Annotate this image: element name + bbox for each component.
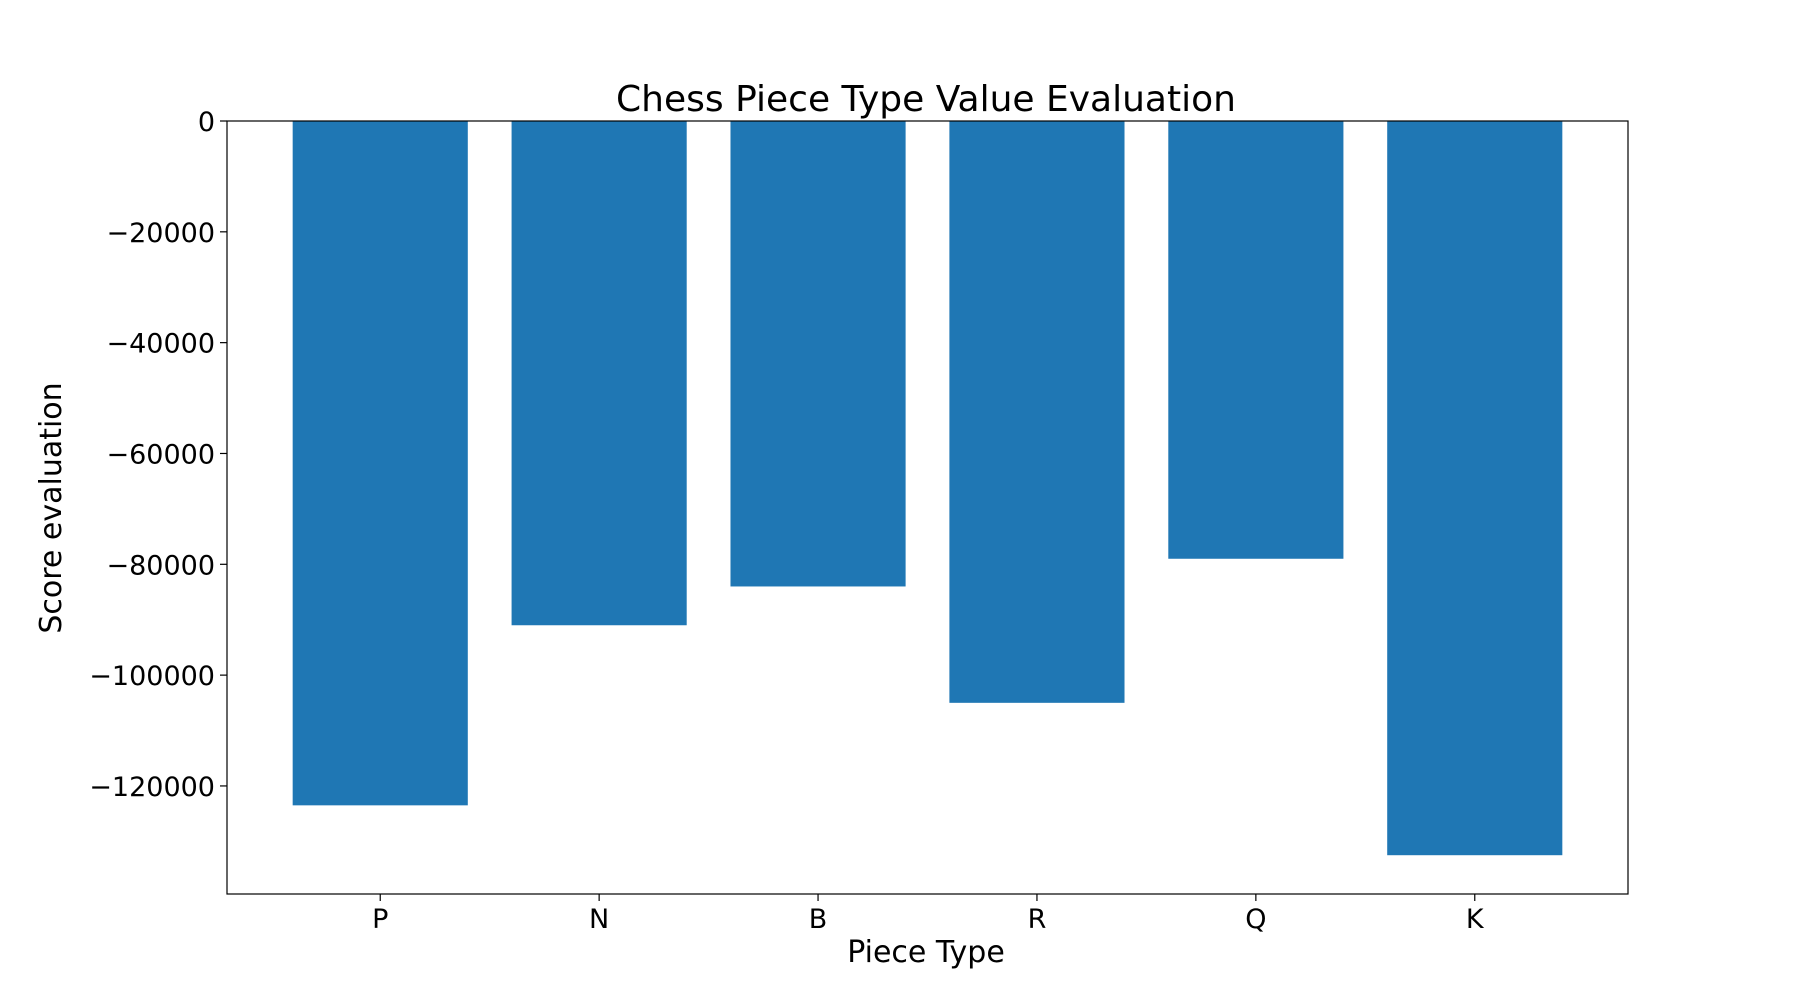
- y-tick-label: −60000: [106, 439, 215, 470]
- x-tick-label: B: [809, 904, 828, 935]
- bars-group: [292, 121, 1563, 856]
- x-tick-label: P: [372, 904, 388, 935]
- bar-B: [730, 121, 906, 587]
- bar-P: [292, 121, 468, 806]
- y-ticks-group: 0 −20000 −40000 −60000 −80000 −100000 −120000: [89, 107, 227, 803]
- plot-area-frame: [226, 120, 1629, 895]
- chart-title: Chess Piece Type Value Evaluation: [616, 79, 1236, 120]
- bar-Q: [1168, 121, 1344, 559]
- bar-R: [949, 121, 1125, 703]
- y-tick-label: −40000: [106, 329, 215, 360]
- x-tick-label: K: [1466, 904, 1485, 935]
- y-tick-label: −20000: [106, 218, 215, 249]
- y-tick-label: −100000: [89, 661, 215, 692]
- y-tick-label: −120000: [89, 772, 215, 803]
- x-tick-label: Q: [1245, 904, 1266, 935]
- y-tick-label: −80000: [106, 550, 215, 581]
- bar-K: [1387, 121, 1563, 856]
- bar-N: [511, 121, 687, 626]
- x-axis-label: Piece Type: [847, 935, 1005, 970]
- y-axis-label: Score evaluation: [34, 382, 69, 633]
- x-tick-label: R: [1028, 904, 1047, 935]
- y-tick-label: 0: [198, 107, 215, 138]
- x-tick-label: N: [589, 904, 609, 935]
